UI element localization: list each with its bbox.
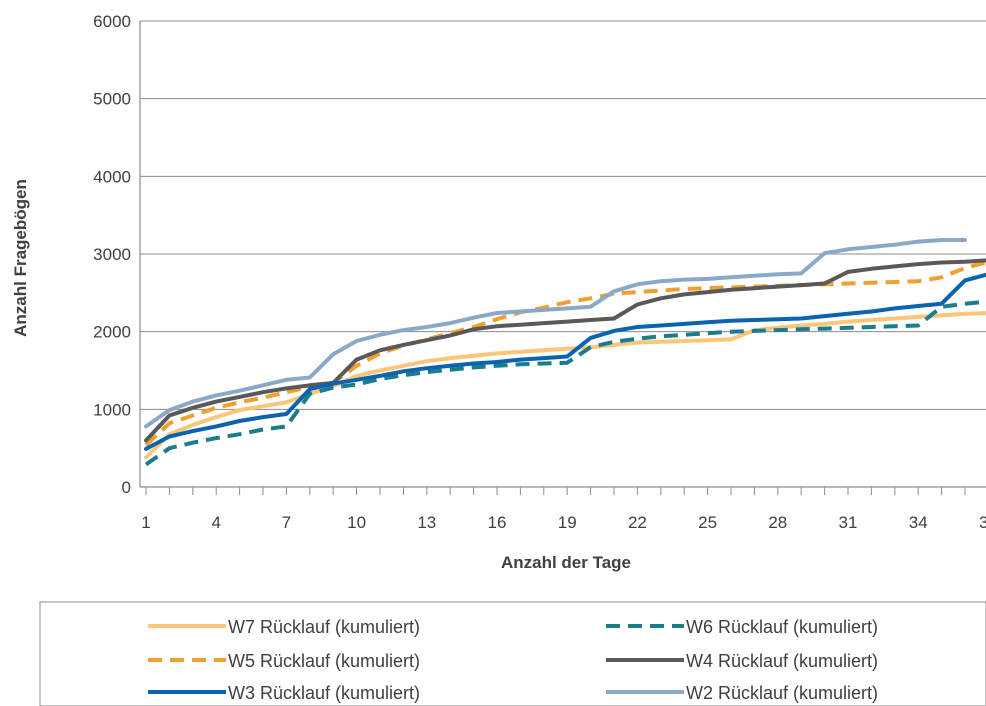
legend-label: W4 Rücklauf (kumuliert) bbox=[686, 651, 878, 671]
x-tick-label: 28 bbox=[768, 513, 787, 532]
y-tick-label: 4000 bbox=[93, 167, 131, 186]
y-tick-label: 0 bbox=[122, 478, 131, 497]
y-tick-labels: 0 1000 2000 3000 4000 5000 6000 bbox=[93, 12, 131, 497]
grid-lines bbox=[140, 20, 986, 410]
series-line-4 bbox=[144, 258, 986, 443]
x-tick-label: 10 bbox=[347, 513, 366, 532]
y-tick-label: 1000 bbox=[93, 400, 131, 419]
x-axis-title: Anzahl der Tage bbox=[501, 553, 631, 572]
legend-label: W3 Rücklauf (kumuliert) bbox=[228, 683, 420, 703]
y-tick-label: 2000 bbox=[93, 323, 131, 342]
legend: W7 Rücklauf (kumuliert) W6 Rücklauf (kumu… bbox=[39, 601, 986, 706]
x-tick-label: 25 bbox=[698, 513, 717, 532]
y-tick-label: 3000 bbox=[93, 245, 131, 264]
x-tick-label: 19 bbox=[558, 513, 577, 532]
x-tick-label: 13 bbox=[417, 513, 436, 532]
legend-label: W7 Rücklauf (kumuliert) bbox=[228, 617, 420, 637]
x-tick-label: 7 bbox=[282, 513, 291, 532]
x-tick-label: 31 bbox=[839, 513, 858, 532]
series-line-2 bbox=[144, 299, 986, 467]
series-line-5 bbox=[144, 272, 986, 451]
axes bbox=[139, 21, 986, 488]
legend-box bbox=[39, 601, 986, 706]
y-tick-label: 6000 bbox=[93, 12, 131, 31]
x-ticks: 147101316192225283134374043464952 bbox=[141, 487, 986, 532]
legend-label: W5 Rücklauf (kumuliert) bbox=[228, 651, 420, 671]
series-line-1 bbox=[144, 311, 986, 460]
legend-label: W6 Rücklauf (kumuliert) bbox=[686, 617, 878, 637]
y-tick-label: 5000 bbox=[93, 90, 131, 109]
x-tick-label: 22 bbox=[628, 513, 647, 532]
x-tick-label: 1 bbox=[141, 513, 150, 532]
x-tick-label: 34 bbox=[909, 513, 928, 532]
y-axis-title: Anzahl Fragebögen bbox=[11, 179, 30, 337]
x-tick-label: 37 bbox=[979, 513, 986, 532]
legend-entries: W7 Rücklauf (kumuliert) W6 Rücklauf (kumu… bbox=[148, 617, 878, 703]
series-lines bbox=[144, 238, 986, 467]
x-tick-label: 16 bbox=[488, 513, 507, 532]
series-line-6 bbox=[144, 238, 967, 429]
legend-label: W2 Rücklauf (kumuliert) bbox=[686, 683, 878, 703]
x-tick-label: 4 bbox=[211, 513, 220, 532]
